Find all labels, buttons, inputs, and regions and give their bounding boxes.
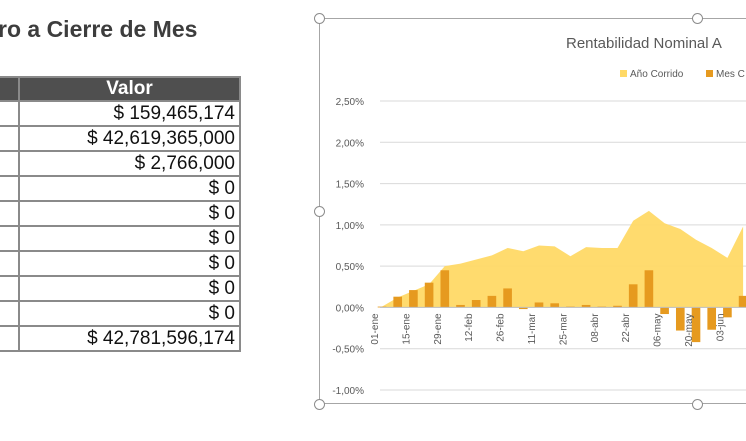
table-cell[interactable] <box>0 125 20 152</box>
table-cell[interactable] <box>0 150 20 177</box>
bar-mes <box>613 305 622 308</box>
chart-object[interactable]: Rentabilidad Nominal A Año Corrido Mes C… <box>319 18 746 404</box>
bar-mes <box>503 288 512 308</box>
x-tick-label: 29-ene <box>433 313 444 345</box>
table-row: $ 42,619,365,000 <box>0 125 241 152</box>
bar-mes <box>723 307 732 318</box>
x-axis-tick-labels: 01-ene 15-ene 29-ene 12-feb 26-feb 11-mar 25-m… <box>370 313 726 347</box>
resize-handle-bottom-left[interactable] <box>314 399 325 410</box>
table-cell-value[interactable]: $ 0 <box>18 300 241 327</box>
x-tick-label: 26-feb <box>496 313 507 342</box>
bar-mes <box>487 295 497 308</box>
table-row: $ 0 <box>0 250 241 277</box>
y-tick-label: 0,50% <box>336 262 364 273</box>
chart-legend: Año Corrido Mes C <box>620 69 745 80</box>
table-cell-value[interactable]: $ 159,465,174 <box>18 100 241 127</box>
table-cell-value[interactable]: $ 0 <box>18 225 241 252</box>
table-cell[interactable] <box>0 250 20 277</box>
bar-mes <box>738 295 746 308</box>
x-tick-label: 01-ene <box>370 313 381 345</box>
table-row: $ 159,465,174 <box>0 100 241 127</box>
bar-mes <box>440 270 450 308</box>
y-tick-label: -0,50% <box>332 345 364 356</box>
x-tick-label: 22-abr <box>621 313 632 343</box>
bar-mes <box>675 307 685 331</box>
table-cell[interactable] <box>0 325 20 352</box>
legend-label-mes: Mes C <box>716 69 745 80</box>
legend-label-ano-corrido: Año Corrido <box>630 69 684 80</box>
table-cell-value[interactable]: $ 42,781,596,174 <box>18 325 241 352</box>
table-row: $ 2,766,000 <box>0 150 241 177</box>
y-tick-label: 1,50% <box>336 180 364 191</box>
sheet-title: ro a Cierre de Mes <box>0 16 198 42</box>
x-tick-label: 08-abr <box>590 313 601 343</box>
x-tick-label: 20-may <box>684 313 695 346</box>
table-header-row: Valor <box>0 76 241 102</box>
y-tick-label: 1,00% <box>336 221 364 232</box>
legend-swatch-mes <box>706 70 713 77</box>
y-tick-label: 2,00% <box>336 138 364 149</box>
bar-mes <box>471 299 481 308</box>
table-cell-value[interactable]: $ 2,766,000 <box>18 150 241 177</box>
bar-mes <box>518 307 528 310</box>
legend-swatch-ano-corrido <box>620 70 627 77</box>
table-row: $ 0 <box>0 225 241 252</box>
table-row: $ 0 <box>0 300 241 327</box>
x-tick-label: 12-feb <box>464 313 475 342</box>
table-cell[interactable] <box>0 300 20 327</box>
y-tick-label: -1,00% <box>332 386 364 397</box>
bar-mes <box>534 302 544 308</box>
table-row: $ 0 <box>0 200 241 227</box>
table-cell-value[interactable]: $ 0 <box>18 250 241 277</box>
table-cell[interactable] <box>0 200 20 227</box>
table-row: $ 0 <box>0 175 241 202</box>
x-tick-label: 15-ene <box>401 313 412 345</box>
bar-mes <box>409 290 418 308</box>
chart-title: Rentabilidad Nominal A <box>566 35 722 52</box>
bar-mes <box>691 307 701 343</box>
bar-mes <box>628 284 638 308</box>
table-row: $ 0 <box>0 275 241 302</box>
table-cell[interactable] <box>0 100 20 127</box>
x-tick-label: 25-mar <box>558 313 569 345</box>
x-tick-label: 11-mar <box>527 313 538 345</box>
table-row: $ 42,781,596,174 <box>0 325 241 352</box>
resize-handle-top-mid[interactable] <box>692 13 703 24</box>
bar-mes <box>456 304 465 308</box>
resize-handle-mid-left[interactable] <box>314 206 325 217</box>
table-cell[interactable] <box>0 275 20 302</box>
rentabilidad-chart: Rentabilidad Nominal A Año Corrido Mes C… <box>332 35 746 397</box>
x-tick-label: 06-may <box>653 313 664 346</box>
x-tick-label: 03-jun <box>715 313 726 341</box>
table-cell[interactable] <box>0 175 20 202</box>
table-header-cell[interactable] <box>0 76 20 102</box>
values-table: Valor $ 159,465,174 $ 42,619,365,000 $ 2… <box>0 76 241 352</box>
resize-handle-top-left[interactable] <box>314 13 325 24</box>
bar-mes <box>393 296 403 308</box>
resize-handle-bottom-mid[interactable] <box>692 399 703 410</box>
bar-mes <box>424 282 434 308</box>
bar-mes <box>707 307 717 330</box>
table-cell[interactable] <box>0 225 20 252</box>
y-tick-label: 0,00% <box>336 303 364 314</box>
table-cell-value[interactable]: $ 0 <box>18 275 241 302</box>
table-cell-value[interactable]: $ 0 <box>18 175 241 202</box>
y-tick-label: 2,50% <box>336 97 364 108</box>
y-axis-tick-labels: 2,50% 2,00% 1,50% 1,00% 0,50% 0,00% -0,50% -1,0… <box>332 97 364 397</box>
table-header-valor[interactable]: Valor <box>18 76 241 102</box>
bar-mes <box>644 270 654 308</box>
bar-mes <box>550 303 560 308</box>
bar-series <box>377 270 746 343</box>
table-cell-value[interactable]: $ 42,619,365,000 <box>18 125 241 152</box>
table-cell-value[interactable]: $ 0 <box>18 200 241 227</box>
bar-mes <box>660 307 669 315</box>
bar-mes <box>581 304 591 308</box>
